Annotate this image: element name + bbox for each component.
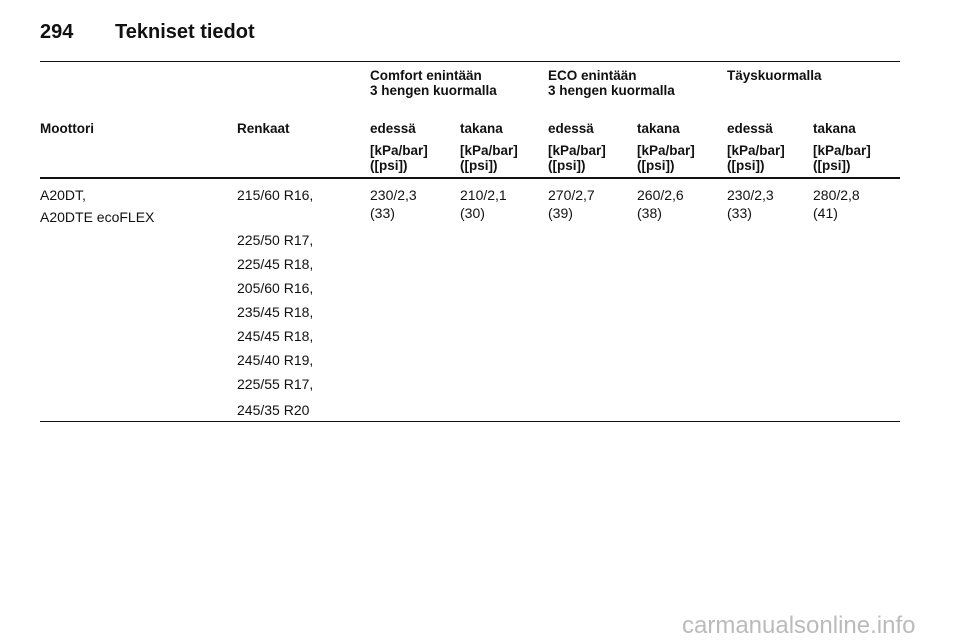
column-header: Moottori <box>40 121 94 136</box>
pressure-psi: (33) <box>727 205 752 221</box>
group-header: 3 hengen kuormalla <box>370 83 497 98</box>
group-header: Comfort enintään <box>370 68 482 83</box>
pressure: 260/2,6 <box>637 187 684 203</box>
pressure-psi: (33) <box>370 205 395 221</box>
engine: A20DTE ecoFLEX <box>40 209 155 225</box>
table-bottom-rule <box>40 421 900 422</box>
tire-size: 225/45 R18, <box>237 256 314 272</box>
pressure-psi: (39) <box>548 205 573 221</box>
unit-label: [kPa/bar] <box>637 143 695 158</box>
watermark: carmanualsonline.info <box>682 612 916 639</box>
column-header: Renkaat <box>237 121 290 136</box>
unit-label: [kPa/bar] <box>548 143 606 158</box>
unit-label: ([psi]) <box>637 158 675 173</box>
page-title: Tekniset tiedot <box>115 21 255 43</box>
pressure: 230/2,3 <box>370 187 417 203</box>
unit-label: ([psi]) <box>370 158 408 173</box>
unit-label: ([psi]) <box>548 158 586 173</box>
tire-size: 235/45 R18, <box>237 304 314 320</box>
pressure-psi: (30) <box>460 205 485 221</box>
group-header: ECO enintään <box>548 68 637 83</box>
unit-label: [kPa/bar] <box>727 143 785 158</box>
pressure: 230/2,3 <box>727 187 774 203</box>
pressure-psi: (41) <box>813 205 838 221</box>
pressure-psi: (38) <box>637 205 662 221</box>
unit-label: [kPa/bar] <box>813 143 871 158</box>
tire-size: 245/35 R20 <box>237 402 310 418</box>
tire-size: 245/40 R19, <box>237 352 314 368</box>
column-header: edessä <box>727 121 773 136</box>
group-header: Täyskuormalla <box>727 68 822 83</box>
unit-label: ([psi]) <box>727 158 765 173</box>
column-header: takana <box>813 121 856 136</box>
engine: A20DT, <box>40 187 86 203</box>
tire-size: 205/60 R16, <box>237 280 314 296</box>
column-header: takana <box>460 121 503 136</box>
column-header: edessä <box>370 121 416 136</box>
pressure: 210/2,1 <box>460 187 507 203</box>
header-rule <box>40 61 900 62</box>
unit-label: ([psi]) <box>460 158 498 173</box>
unit-label: ([psi]) <box>813 158 851 173</box>
unit-label: [kPa/bar] <box>460 143 518 158</box>
unit-label: [kPa/bar] <box>370 143 428 158</box>
pressure: 280/2,8 <box>813 187 860 203</box>
tire-size: 215/60 R16, <box>237 187 314 203</box>
column-header: edessä <box>548 121 594 136</box>
table-header-rule <box>40 177 900 179</box>
column-header: takana <box>637 121 680 136</box>
group-header: 3 hengen kuormalla <box>548 83 675 98</box>
tire-size: 225/50 R17, <box>237 232 314 248</box>
tire-size: 225/55 R17, <box>237 376 314 392</box>
tire-size: 245/45 R18, <box>237 328 314 344</box>
pressure: 270/2,7 <box>548 187 595 203</box>
page-number: 294 <box>40 21 74 43</box>
